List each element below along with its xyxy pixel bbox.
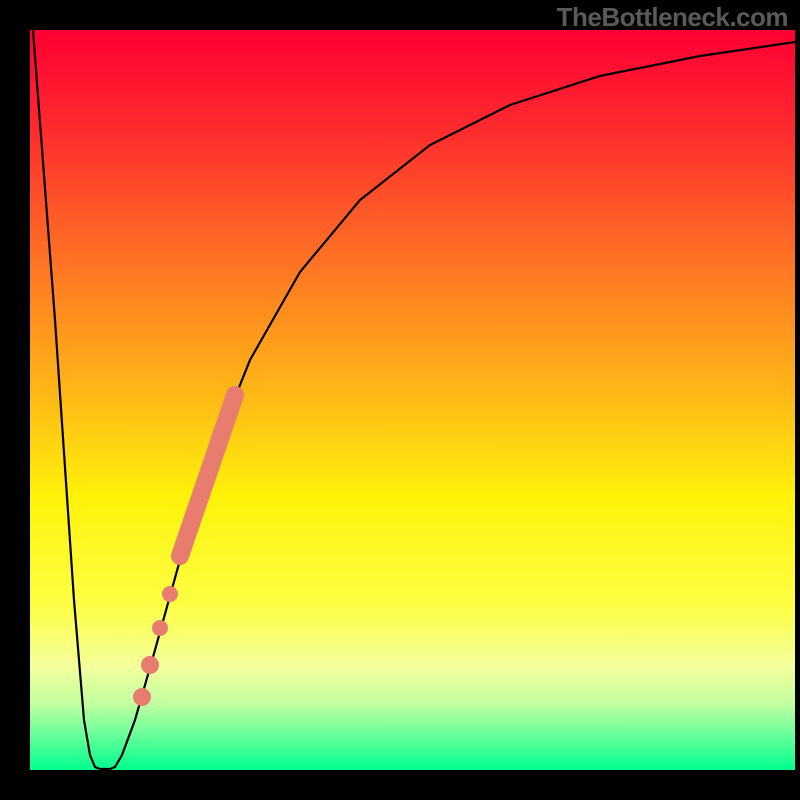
marker-dot — [133, 688, 151, 706]
marker-dot — [141, 656, 159, 674]
watermark-text: TheBottleneck.com — [557, 2, 788, 33]
chart-container: TheBottleneck.com — [0, 0, 800, 800]
chart-svg — [0, 0, 800, 800]
border-left — [0, 0, 30, 800]
border-right — [795, 0, 800, 800]
marker-dot — [162, 586, 178, 602]
border-bottom — [0, 770, 800, 800]
marker-dot — [152, 620, 168, 636]
